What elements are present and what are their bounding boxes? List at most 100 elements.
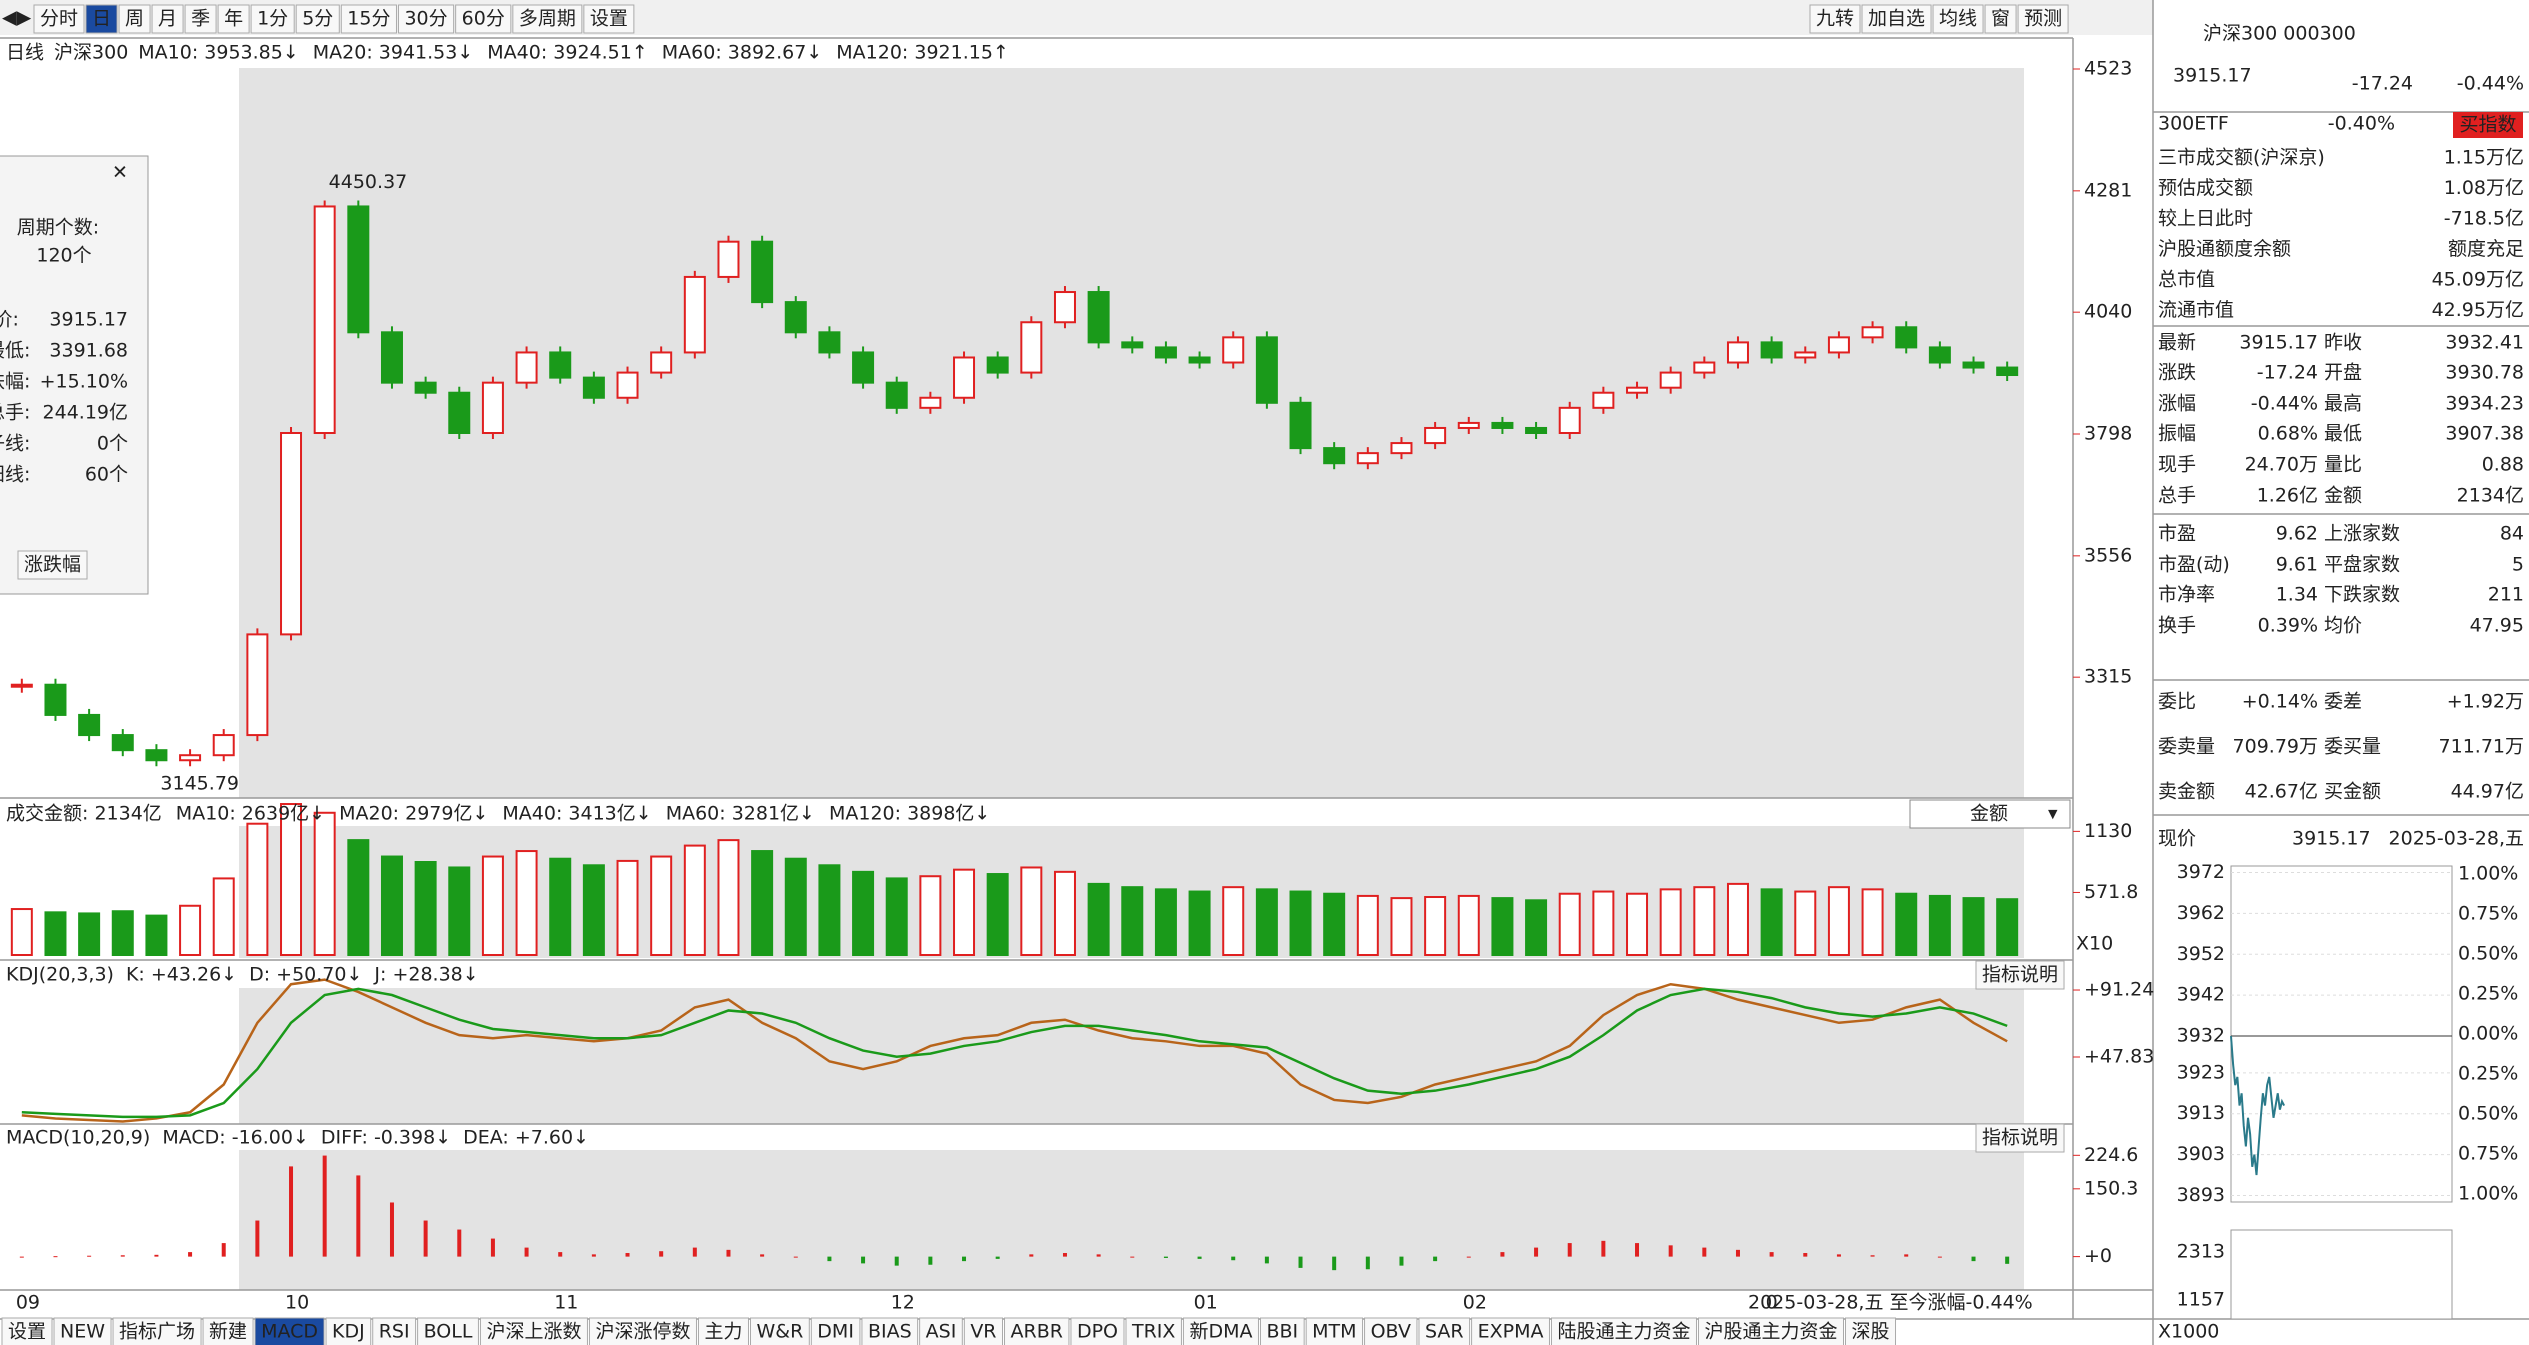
- tab-bg[interactable]: [588, 1317, 697, 1345]
- toolbar-button[interactable]: 多周期: [519, 8, 576, 30]
- toolbar-button[interactable]: 月: [158, 8, 177, 30]
- tab-bg[interactable]: [1004, 1317, 1070, 1345]
- tab[interactable]: NEW: [60, 1321, 105, 1343]
- toolbar-button-bg[interactable]: [455, 4, 512, 34]
- tab-bg[interactable]: [1125, 1317, 1182, 1345]
- buy-button[interactable]: 买指数: [2459, 114, 2516, 136]
- toolbar-button-bg[interactable]: [512, 4, 583, 34]
- tab[interactable]: 主力: [704, 1321, 742, 1343]
- toolbar-button[interactable]: 预测: [2024, 8, 2062, 30]
- tab-bg[interactable]: [919, 1317, 963, 1345]
- dialog-button[interactable]: 涨跌幅: [24, 554, 81, 576]
- toolbar-button-bg[interactable]: [295, 4, 340, 34]
- toolbar-button[interactable]: 加自选: [1868, 8, 1925, 30]
- toolbar-button-bg[interactable]: [250, 4, 295, 34]
- tab[interactable]: SAR: [1425, 1321, 1464, 1343]
- tab[interactable]: KDJ: [332, 1321, 365, 1343]
- tab-bg[interactable]: [53, 1317, 112, 1345]
- tab[interactable]: 深股: [1852, 1321, 1890, 1343]
- toolbar-button[interactable]: 季: [191, 8, 210, 30]
- toolbar-button[interactable]: 1分: [257, 8, 288, 30]
- tab-bg[interactable]: [861, 1317, 919, 1345]
- tab-bg[interactable]: [1471, 1317, 1550, 1345]
- tab[interactable]: EXPMA: [1478, 1321, 1544, 1343]
- tab-bg[interactable]: [1550, 1317, 1697, 1345]
- indicator-help[interactable]: 指标说明: [1982, 1127, 2058, 1149]
- dialog-close[interactable]: ✕: [112, 162, 128, 184]
- tab[interactable]: 陆股通主力资金: [1557, 1321, 1690, 1343]
- selector[interactable]: 金额: [1970, 803, 2008, 825]
- tab-bg[interactable]: [1182, 1317, 1259, 1345]
- tab-bg[interactable]: [1, 1317, 53, 1345]
- toolbar-button[interactable]: 5分: [302, 8, 333, 30]
- toolbar-button-bg[interactable]: [151, 4, 184, 34]
- toolbar-button-bg[interactable]: [184, 4, 217, 34]
- tab-bg[interactable]: [417, 1317, 479, 1345]
- tab[interactable]: RSI: [379, 1321, 410, 1343]
- toolbar-button[interactable]: 15分: [347, 8, 390, 30]
- tab[interactable]: BOLL: [424, 1321, 473, 1343]
- tab-bg[interactable]: [810, 1317, 861, 1345]
- tab[interactable]: MTM: [1312, 1321, 1356, 1343]
- tab[interactable]: 设置: [8, 1321, 46, 1343]
- toolbar-button-bg[interactable]: [1809, 4, 1861, 34]
- tab-bg[interactable]: [1070, 1317, 1125, 1345]
- toolbar-button-bg[interactable]: [397, 4, 455, 34]
- tab-bg[interactable]: [372, 1317, 417, 1345]
- toolbar-button[interactable]: 日: [92, 8, 111, 30]
- tab[interactable]: W&R: [756, 1321, 803, 1343]
- indicator-help-bg[interactable]: [1975, 1123, 2065, 1153]
- indicator-help-bg[interactable]: [1975, 960, 2065, 990]
- tab-bg[interactable]: [1845, 1317, 1897, 1345]
- tab-bg[interactable]: [254, 1317, 325, 1345]
- nav-icon[interactable]: ◀▶: [2, 7, 32, 29]
- tab[interactable]: BIAS: [868, 1321, 912, 1343]
- tab-bg[interactable]: [963, 1317, 1004, 1345]
- tab[interactable]: VR: [970, 1321, 996, 1343]
- toolbar-button-bg[interactable]: [85, 4, 118, 34]
- toolbar-button-bg[interactable]: [583, 4, 635, 34]
- toolbar-button[interactable]: 60分: [462, 8, 505, 30]
- selector-bg[interactable]: [1909, 799, 2071, 829]
- toolbar-button[interactable]: 年: [224, 8, 243, 30]
- toolbar-button[interactable]: 30分: [404, 8, 447, 30]
- toolbar-button-bg[interactable]: [33, 4, 85, 34]
- tab[interactable]: TRIX: [1131, 1321, 1175, 1343]
- indicator-help[interactable]: 指标说明: [1982, 964, 2058, 986]
- dialog-button-bg[interactable]: [17, 550, 88, 580]
- tab[interactable]: BBI: [1266, 1321, 1298, 1343]
- toolbar-button-bg[interactable]: [340, 4, 397, 34]
- tab-bg[interactable]: [1259, 1317, 1305, 1345]
- toolbar-button-bg[interactable]: [2017, 4, 2069, 34]
- tab[interactable]: ARBR: [1011, 1321, 1063, 1343]
- tab[interactable]: MACD: [261, 1321, 318, 1343]
- toolbar-button-bg[interactable]: [118, 4, 151, 34]
- toolbar-button-bg[interactable]: [1861, 4, 1932, 34]
- toolbar-button[interactable]: 九转: [1816, 8, 1854, 30]
- toolbar-button[interactable]: 均线: [1939, 8, 1977, 30]
- toolbar-button[interactable]: 设置: [590, 8, 628, 30]
- toolbar-button[interactable]: 分时: [40, 8, 78, 30]
- tab[interactable]: 沪深涨停数: [595, 1321, 690, 1343]
- toolbar-button[interactable]: 周: [125, 8, 144, 30]
- buy-button-bg[interactable]: [2453, 112, 2523, 138]
- tab[interactable]: 沪股通主力资金: [1704, 1321, 1837, 1343]
- tab[interactable]: 新DMA: [1189, 1321, 1252, 1343]
- toolbar-button-bg[interactable]: [217, 4, 250, 34]
- tab[interactable]: 沪深上涨数: [486, 1321, 581, 1343]
- toolbar-button-bg[interactable]: [1984, 4, 2017, 34]
- tab[interactable]: 新建: [209, 1321, 247, 1343]
- tab[interactable]: OBV: [1371, 1321, 1411, 1343]
- tab[interactable]: DPO: [1077, 1321, 1118, 1343]
- tab-bg[interactable]: [325, 1317, 372, 1345]
- tab-bg[interactable]: [112, 1317, 202, 1345]
- tab-bg[interactable]: [1418, 1317, 1471, 1345]
- toolbar-button[interactable]: 窗: [1991, 8, 2010, 30]
- tab[interactable]: ASI: [926, 1321, 957, 1343]
- tab-bg[interactable]: [697, 1317, 749, 1345]
- tab[interactable]: 指标广场: [119, 1321, 195, 1343]
- toolbar-button-bg[interactable]: [1932, 4, 1984, 34]
- tab-bg[interactable]: [202, 1317, 254, 1345]
- tab[interactable]: DMI: [817, 1321, 854, 1343]
- tab-bg[interactable]: [479, 1317, 588, 1345]
